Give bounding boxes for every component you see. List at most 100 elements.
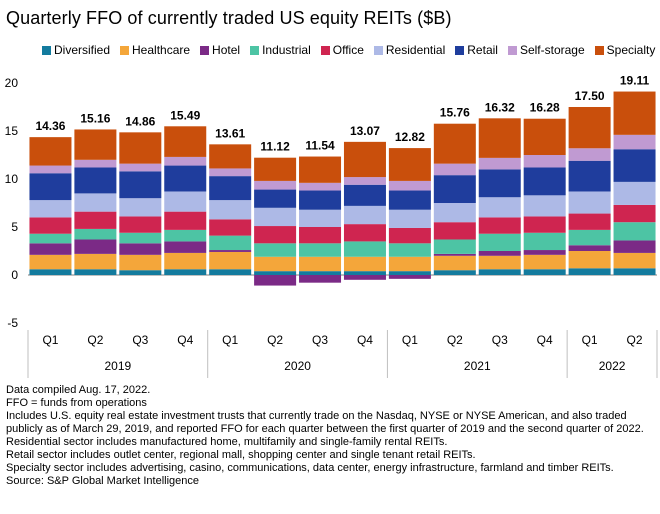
bar-segment-retail <box>209 176 252 201</box>
bar-total-label: 15.76 <box>440 106 470 120</box>
bar-segment-self-storage <box>74 159 117 168</box>
bar-segment-diversified <box>254 271 297 275</box>
x-tick-label: Q2 <box>87 333 103 347</box>
bar-segment-healthcare <box>209 251 252 270</box>
bar-segment-industrial <box>209 235 252 251</box>
x-tick-label: Q3 <box>492 333 508 347</box>
legend-swatch <box>120 45 130 55</box>
bar-segment-self-storage <box>209 168 252 177</box>
bar-segment-office <box>568 213 611 230</box>
bar-segment-hotel <box>523 250 566 255</box>
note-retail: Retail sector includes outlet center, re… <box>6 449 476 461</box>
bar-segment-industrial <box>433 239 476 254</box>
bar-segment-hotel <box>568 245 611 251</box>
legend-item-hotel: Hotel <box>200 43 240 57</box>
bar-segment-self-storage <box>568 148 611 161</box>
bar-segment-healthcare <box>343 256 386 272</box>
bar-segment-office <box>523 216 566 233</box>
bar-total-label: 13.07 <box>350 124 380 138</box>
bar-segment-residential <box>433 203 476 223</box>
bar-segment-diversified <box>613 268 656 275</box>
bar-segment-self-storage <box>613 134 656 150</box>
bar-segment-hotel <box>119 243 162 255</box>
bar-segment-healthcare <box>119 254 162 271</box>
x-tick-label: Q4 <box>537 333 553 347</box>
bar-segment-specialty <box>568 107 611 149</box>
bar-segment-retail <box>29 173 72 201</box>
bar-segment-hotel <box>209 250 252 252</box>
bar-total-label: 12.82 <box>395 130 425 144</box>
bar-segment-diversified <box>29 269 72 275</box>
x-tick-label: Q1 <box>402 333 418 347</box>
bar-segment-industrial <box>119 232 162 244</box>
bar-segment-specialty <box>613 91 656 135</box>
bar-segment-office <box>613 204 656 223</box>
bar-segment-residential <box>388 209 431 228</box>
bar-segment-specialty <box>209 144 252 169</box>
bar-segment-residential <box>29 200 72 218</box>
y-tick-label: 15 <box>5 124 19 138</box>
note-specialty: Specialty sector includes advertising, c… <box>6 462 614 474</box>
bar-total-label: 11.12 <box>260 140 290 154</box>
note-residential: Residential sector includes manufactured… <box>6 436 448 448</box>
bar-segment-hotel <box>613 240 656 253</box>
bar-segment-retail <box>164 165 207 192</box>
legend-swatch <box>455 45 465 55</box>
bar-segment-healthcare <box>433 255 476 271</box>
bar-segment-industrial <box>523 232 566 251</box>
bar-segment-specialty <box>299 156 342 183</box>
bar-segment-residential <box>613 181 656 205</box>
bar-segment-diversified <box>74 269 117 275</box>
bar-segment-specialty <box>164 126 207 157</box>
bar-segment-office <box>119 216 162 233</box>
bar-segment-specialty <box>478 118 521 158</box>
legend-label: Self-storage <box>519 43 585 57</box>
bar-segment-self-storage <box>343 177 386 185</box>
bar-segment-office <box>209 219 252 236</box>
bar-segment-specialty <box>343 141 386 178</box>
bar-segment-healthcare <box>164 252 207 270</box>
bar-segment-industrial <box>613 222 656 241</box>
bar-segment-office <box>299 227 342 244</box>
legend-label: Office <box>332 43 364 57</box>
y-tick-label: 10 <box>5 172 19 186</box>
legend-label: Healthcare <box>132 43 191 57</box>
bar-segment-self-storage <box>388 180 431 191</box>
bar-segment-industrial <box>299 243 342 257</box>
bar-segment-retail <box>343 184 386 206</box>
bar-segment-residential <box>523 195 566 217</box>
bar-segment-self-storage <box>299 182 342 191</box>
bar-segment-specialty <box>433 123 476 164</box>
bar-segment-self-storage <box>433 163 476 176</box>
bar-segment-healthcare <box>523 254 566 270</box>
bar-segment-self-storage <box>523 155 566 168</box>
x-tick-label: Q4 <box>357 333 373 347</box>
bar-segment-industrial <box>164 229 207 242</box>
bar-segment-self-storage <box>29 165 72 174</box>
legend-label: Retail <box>467 43 498 57</box>
bar-segment-healthcare <box>29 254 72 270</box>
legend-label: Residential <box>385 43 446 57</box>
note-date: Data compiled Aug. 17, 2022. <box>6 384 151 396</box>
bar-segment-hotel <box>343 275 386 280</box>
legend-item-healthcare: Healthcare <box>120 43 190 57</box>
bar-segment-residential <box>209 200 252 220</box>
bar-segment-industrial <box>254 243 297 257</box>
bar-total-label: 14.86 <box>125 114 155 128</box>
bar-total-label: 14.36 <box>35 119 65 133</box>
legend-item-residential: Residential <box>373 43 446 57</box>
bar-segment-self-storage <box>119 163 162 172</box>
bar-segment-industrial <box>568 229 611 246</box>
year-label: 2022 <box>599 359 626 373</box>
bar-segment-specialty <box>388 148 431 181</box>
bar-segment-diversified <box>478 269 521 275</box>
bar-segment-hotel <box>388 275 431 279</box>
chart-svg: -5 0 5 10 15 20 14.36 Q1 15.16 Q2 14.86 Q3 15.49 Q4 13… <box>5 74 658 378</box>
bar-total-label: 15.49 <box>170 108 200 122</box>
year-label: 2019 <box>105 359 132 373</box>
bar-segment-hotel <box>164 241 207 253</box>
bar-segment-healthcare <box>254 256 297 272</box>
bar-segment-self-storage <box>254 180 297 190</box>
bar-segment-healthcare <box>299 256 342 272</box>
bar-segment-residential <box>254 207 297 227</box>
